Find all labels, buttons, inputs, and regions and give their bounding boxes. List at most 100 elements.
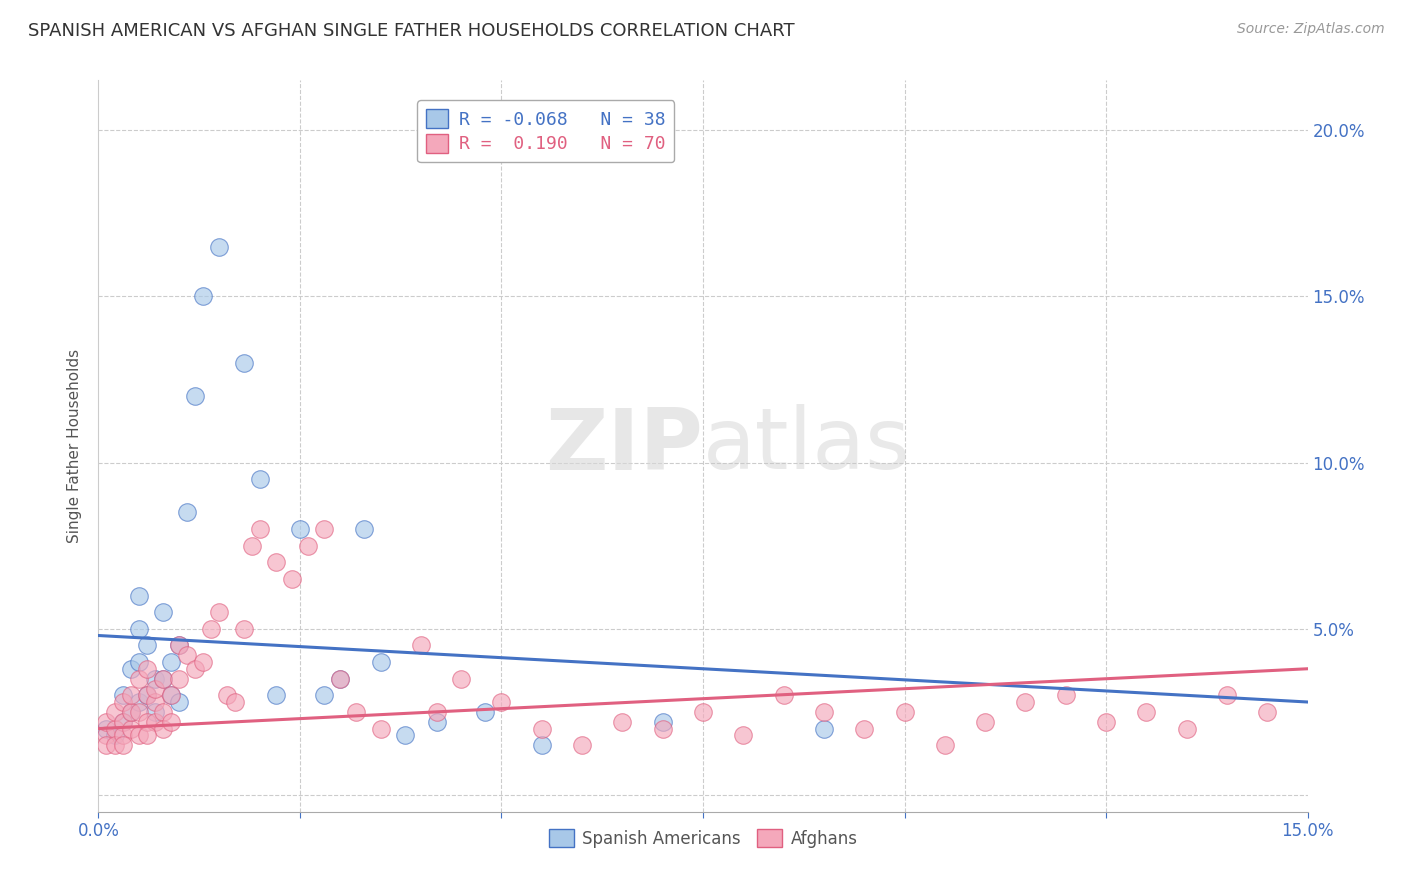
Point: [160, 689, 183, 703]
Point: [974, 714, 997, 729]
Point: [176, 506, 198, 520]
Point: [160, 689, 183, 703]
Point: [111, 714, 134, 729]
Point: [208, 605, 231, 619]
Point: [120, 662, 142, 676]
Point: [135, 714, 157, 729]
Point: [733, 728, 755, 742]
Point: [103, 705, 125, 719]
Point: [96, 728, 118, 742]
Point: [111, 695, 134, 709]
Point: [1175, 722, 1198, 736]
Point: [96, 714, 118, 729]
Point: [160, 714, 183, 729]
Point: [200, 622, 222, 636]
Legend: Spanish Americans, Afghans: Spanish Americans, Afghans: [541, 822, 865, 855]
Point: [167, 639, 190, 653]
Point: [103, 728, 125, 742]
Point: [111, 738, 134, 752]
Point: [813, 705, 835, 719]
Text: atlas: atlas: [703, 404, 911, 488]
Point: [281, 572, 304, 586]
Point: [143, 681, 166, 696]
Point: [370, 655, 392, 669]
Text: SPANISH AMERICAN VS AFGHAN SINGLE FATHER HOUSEHOLDS CORRELATION CHART: SPANISH AMERICAN VS AFGHAN SINGLE FATHER…: [28, 22, 794, 40]
Point: [120, 705, 142, 719]
Point: [491, 695, 513, 709]
Point: [297, 539, 319, 553]
Point: [450, 672, 472, 686]
Point: [1095, 714, 1118, 729]
Point: [692, 705, 714, 719]
Point: [143, 695, 166, 709]
Point: [128, 705, 150, 719]
Point: [152, 672, 174, 686]
Point: [893, 705, 915, 719]
Point: [120, 689, 142, 703]
Point: [232, 622, 254, 636]
Point: [264, 555, 287, 569]
Point: [772, 689, 794, 703]
Point: [344, 705, 367, 719]
Point: [314, 689, 336, 703]
Point: [329, 672, 352, 686]
Point: [1054, 689, 1077, 703]
Point: [111, 714, 134, 729]
Point: [167, 672, 190, 686]
Point: [329, 672, 352, 686]
Point: [224, 695, 246, 709]
Point: [651, 722, 673, 736]
Point: [1014, 695, 1036, 709]
Point: [152, 722, 174, 736]
Point: [152, 705, 174, 719]
Point: [530, 738, 553, 752]
Point: [176, 648, 198, 663]
Point: [143, 705, 166, 719]
Point: [128, 622, 150, 636]
Point: [167, 639, 190, 653]
Point: [96, 738, 118, 752]
Point: [120, 705, 142, 719]
Point: [264, 689, 287, 703]
Point: [184, 662, 207, 676]
Point: [813, 722, 835, 736]
Point: [409, 639, 432, 653]
Point: [934, 738, 956, 752]
Point: [249, 522, 271, 536]
Point: [111, 689, 134, 703]
Point: [249, 472, 271, 486]
Point: [128, 728, 150, 742]
Point: [571, 738, 593, 752]
Point: [128, 695, 150, 709]
Point: [1135, 705, 1157, 719]
Point: [184, 389, 207, 403]
Point: [128, 672, 150, 686]
Text: Source: ZipAtlas.com: Source: ZipAtlas.com: [1237, 22, 1385, 37]
Point: [96, 722, 118, 736]
Point: [314, 522, 336, 536]
Point: [426, 714, 449, 729]
Point: [193, 289, 215, 303]
Point: [426, 705, 449, 719]
Point: [128, 655, 150, 669]
Point: [167, 695, 190, 709]
Point: [111, 728, 134, 742]
Point: [152, 605, 174, 619]
Point: [288, 522, 311, 536]
Point: [193, 655, 215, 669]
Point: [135, 689, 157, 703]
Point: [135, 639, 157, 653]
Point: [135, 662, 157, 676]
Point: [232, 356, 254, 370]
Point: [394, 728, 416, 742]
Point: [530, 722, 553, 736]
Point: [120, 722, 142, 736]
Point: [135, 728, 157, 742]
Point: [128, 589, 150, 603]
Point: [103, 722, 125, 736]
Point: [474, 705, 496, 719]
Point: [217, 689, 239, 703]
Point: [1256, 705, 1278, 719]
Point: [353, 522, 375, 536]
Point: [143, 714, 166, 729]
